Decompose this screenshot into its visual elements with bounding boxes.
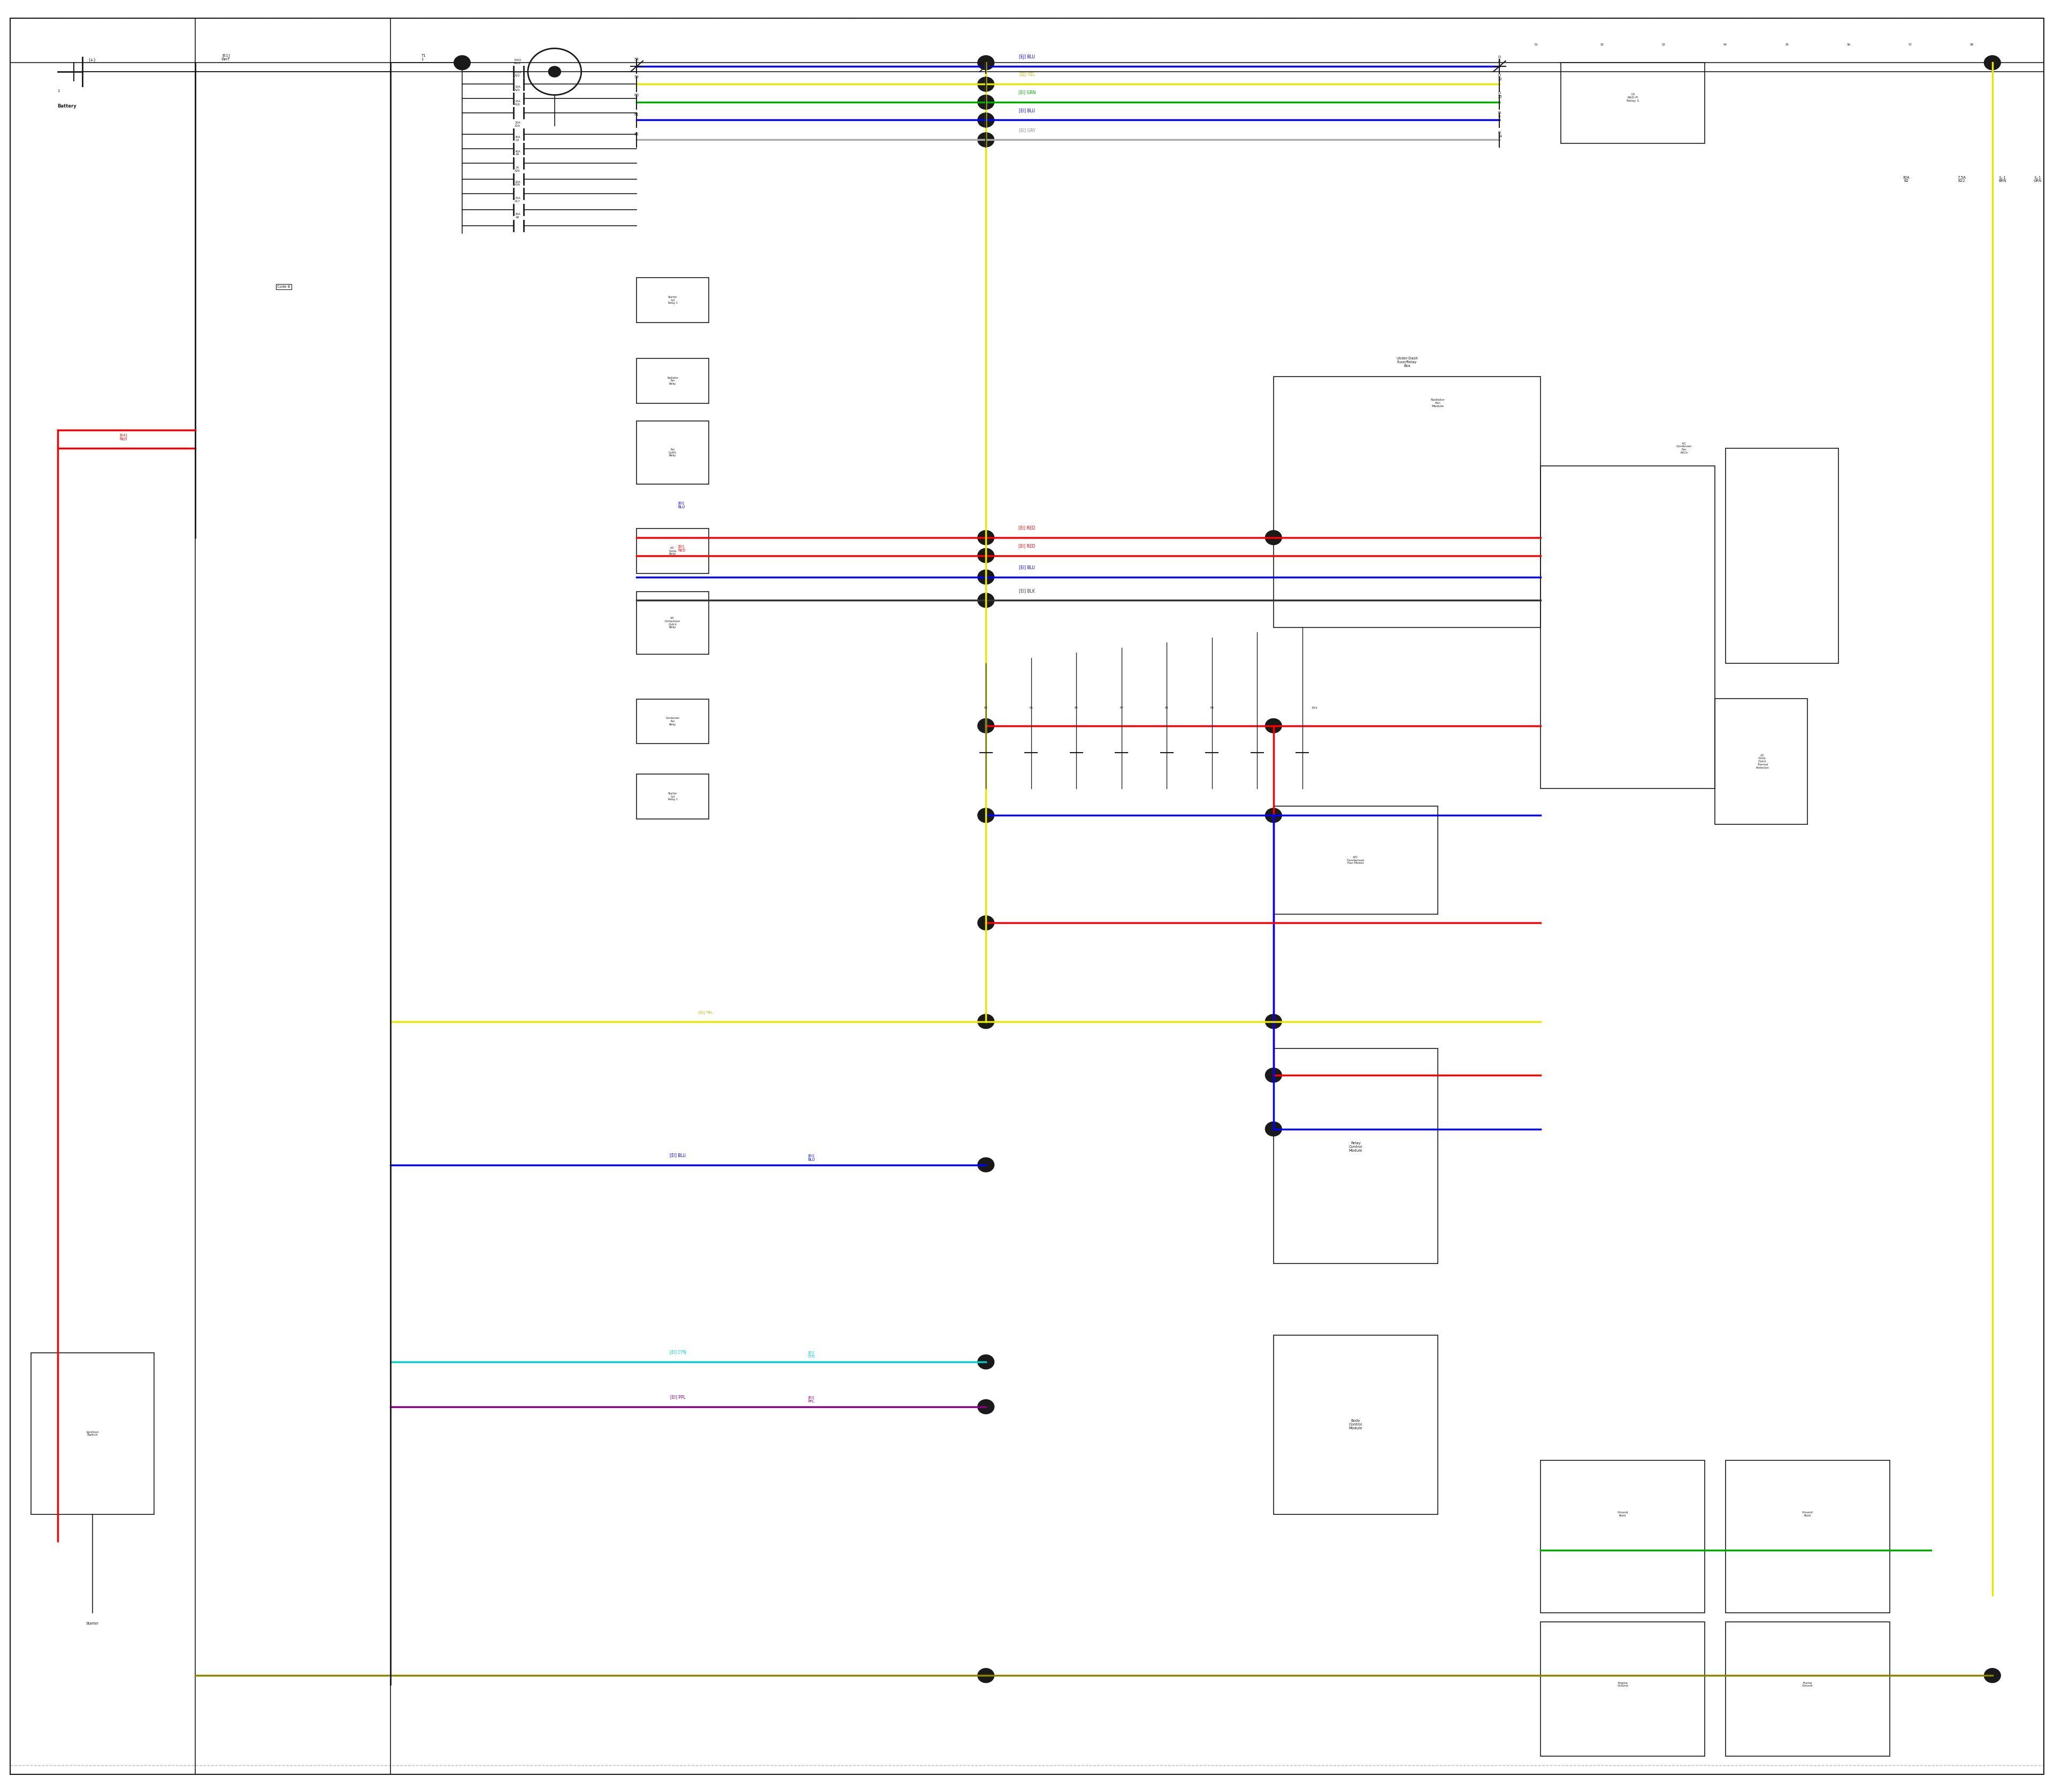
Text: P14: P14 — [1313, 706, 1317, 710]
Text: Radiator
Fan
Module: Radiator Fan Module — [1432, 400, 1444, 407]
Text: D
14: D 14 — [1497, 131, 1501, 138]
Circle shape — [1984, 56, 2001, 70]
Text: 60: 60 — [635, 93, 639, 97]
Bar — [1540, 1460, 1705, 1613]
Text: S8: S8 — [1970, 43, 1974, 47]
Text: [EJ] YEL: [EJ] YEL — [1019, 72, 1035, 77]
Circle shape — [1265, 1122, 1282, 1136]
Circle shape — [978, 530, 994, 545]
Circle shape — [1265, 1068, 1282, 1082]
Text: Starter
Cut
Relay 1: Starter Cut Relay 1 — [668, 296, 678, 305]
Bar — [1273, 806, 1438, 914]
Text: S5: S5 — [1785, 43, 1789, 47]
Text: [EI] BLU: [EI] BLU — [1019, 564, 1035, 570]
Text: Under-Dash
Fuse/Relay
Box: Under-Dash Fuse/Relay Box — [1397, 357, 1417, 367]
Text: [EI] BLK: [EI] BLK — [1019, 588, 1035, 593]
Bar — [1540, 466, 1715, 788]
Text: [EI] RED: [EI] RED — [1019, 525, 1035, 530]
Circle shape — [978, 1355, 994, 1369]
Text: S6: S6 — [1847, 43, 1851, 47]
Text: 1: 1 — [58, 90, 60, 93]
Bar — [637, 278, 709, 323]
Text: P5: P5 — [1029, 706, 1033, 710]
Text: Frame
Ground: Frame Ground — [1801, 1681, 1814, 1688]
Text: [EI]
RED: [EI] RED — [678, 545, 686, 552]
Text: Relay
Control
Module: Relay Control Module — [1349, 1142, 1362, 1152]
Text: T1
1: T1 1 — [421, 54, 425, 61]
Text: [EJ] BLU: [EJ] BLU — [1019, 54, 1035, 59]
Text: [E4]
RED: [E4] RED — [119, 434, 127, 441]
Bar — [1273, 1335, 1438, 1514]
Bar — [1725, 1460, 1890, 1613]
Bar — [637, 699, 709, 744]
Circle shape — [978, 1400, 994, 1414]
Text: Starter: Starter — [86, 1622, 99, 1625]
Bar — [1725, 448, 1838, 663]
Text: [EI]
BLU: [EI] BLU — [807, 1154, 815, 1161]
Text: [EI] CYN: [EI] CYN — [670, 1349, 686, 1355]
Bar — [637, 591, 709, 654]
Text: Ignition
Switch: Ignition Switch — [86, 1430, 99, 1437]
Text: IL-1
BRN: IL-1 BRN — [1999, 176, 2007, 183]
Text: Body
Control
Module: Body Control Module — [1349, 1419, 1362, 1430]
Text: L5
RAD-FI
Relay 1: L5 RAD-FI Relay 1 — [1627, 93, 1639, 102]
Bar — [637, 358, 709, 403]
Circle shape — [978, 1158, 994, 1172]
Text: A/C
Comp
Relay: A/C Comp Relay — [670, 547, 676, 556]
Text: 150A
A22: 150A A22 — [514, 72, 522, 77]
Circle shape — [978, 593, 994, 607]
Circle shape — [978, 56, 994, 70]
Bar — [31, 1353, 154, 1514]
Circle shape — [978, 113, 994, 127]
Circle shape — [1265, 530, 1282, 545]
Text: 100A
A+G: 100A A+G — [514, 59, 522, 65]
Text: [EI]
BLU: [EI] BLU — [678, 502, 684, 509]
Circle shape — [978, 1014, 994, 1029]
Bar — [637, 529, 709, 573]
Circle shape — [1265, 1014, 1282, 1029]
Text: D
9: D 9 — [1497, 111, 1501, 118]
Text: [EI] RED: [EI] RED — [1019, 543, 1035, 548]
Text: [EI] PPL: [EI] PPL — [670, 1394, 686, 1400]
Text: A/C
Condenser
Fan
M/Clc: A/C Condenser Fan M/Clc — [1676, 443, 1692, 453]
Text: S1: S1 — [1534, 43, 1538, 47]
Bar — [1273, 376, 1540, 627]
Text: Ground
Point: Ground Point — [1616, 1511, 1629, 1518]
Text: Ground
Point: Ground Point — [1801, 1511, 1814, 1518]
Text: Fan
Co/RO
Relay: Fan Co/RO Relay — [670, 448, 676, 457]
Text: 20A
A19: 20A A19 — [516, 122, 520, 127]
Circle shape — [1265, 808, 1282, 823]
Bar — [1715, 699, 1808, 824]
Text: 7.5A
B22: 7.5A B22 — [1957, 176, 1966, 183]
Text: [E1]
WHT: [E1] WHT — [222, 54, 230, 61]
Circle shape — [1984, 1668, 2001, 1683]
Bar — [1725, 1622, 1890, 1756]
Text: Code B: Code B — [277, 285, 290, 289]
Circle shape — [978, 77, 994, 91]
Text: [EI] GRY: [EI] GRY — [1019, 127, 1035, 133]
Circle shape — [978, 133, 994, 147]
Circle shape — [978, 548, 994, 563]
Text: [EI] GRN: [EI] GRN — [1019, 90, 1035, 95]
Text: 2A
A26: 2A A26 — [516, 167, 520, 172]
Circle shape — [1265, 719, 1282, 733]
Text: P9: P9 — [1210, 706, 1214, 710]
Text: 20A
A39: 20A A39 — [516, 181, 520, 186]
Text: Engine
Ground: Engine Ground — [1616, 1681, 1629, 1688]
Bar — [637, 421, 709, 484]
Text: 10A
A20: 10A A20 — [516, 86, 520, 91]
Text: S3: S3 — [1662, 43, 1666, 47]
Text: A/C
Condenser
Fan Motor: A/C Condenser Fan Motor — [1347, 857, 1364, 864]
Text: Starter
Cut
Relay 1: Starter Cut Relay 1 — [668, 792, 678, 801]
Circle shape — [978, 1668, 994, 1683]
Text: [EI]
PPL: [EI] PPL — [807, 1396, 815, 1403]
Bar — [1540, 1622, 1705, 1756]
Text: 30A
B2: 30A B2 — [1902, 176, 1910, 183]
Text: [EI] BLU: [EI] BLU — [670, 1152, 686, 1158]
Text: [EI] BLU: [EI] BLU — [1019, 108, 1035, 113]
Bar — [1273, 1048, 1438, 1263]
Text: D
8: D 8 — [1497, 56, 1501, 63]
Circle shape — [454, 56, 470, 70]
Circle shape — [978, 916, 994, 930]
Text: (+): (+) — [88, 57, 94, 63]
